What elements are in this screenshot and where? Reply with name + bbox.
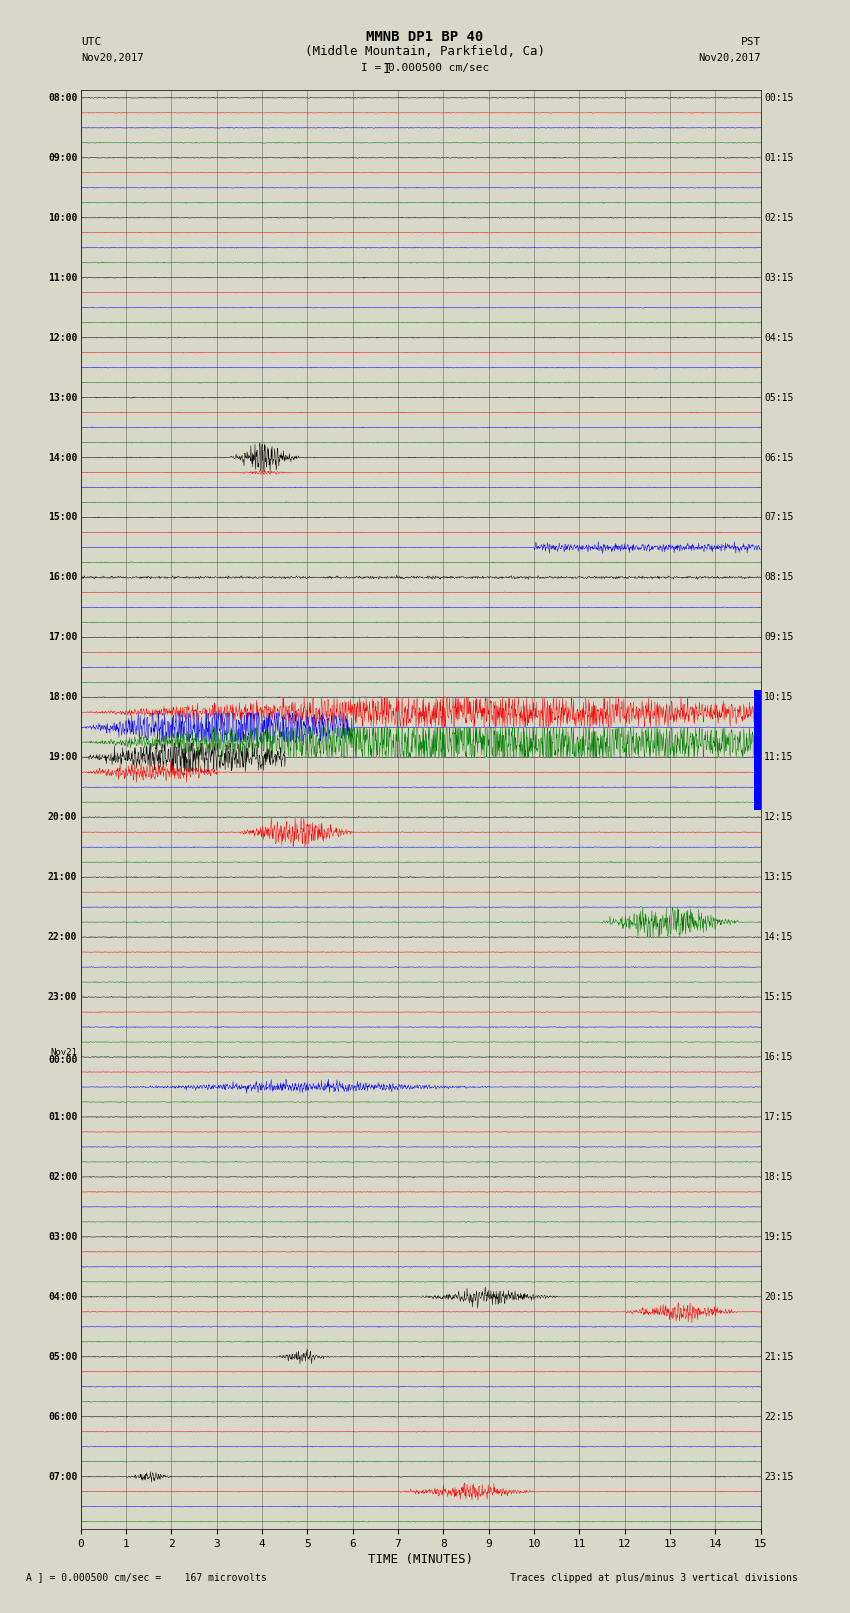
Text: 09:00: 09:00 [48,153,77,163]
Text: 07:00: 07:00 [48,1471,77,1482]
Text: 14:15: 14:15 [764,932,794,942]
Text: 19:00: 19:00 [48,752,77,763]
Text: 06:00: 06:00 [48,1411,77,1421]
Text: 00:15: 00:15 [764,94,794,103]
Text: 15:00: 15:00 [48,513,77,523]
Text: 10:00: 10:00 [48,213,77,223]
Text: MMNB DP1 BP 40: MMNB DP1 BP 40 [366,31,484,44]
Text: 23:15: 23:15 [764,1471,794,1482]
Text: 17:00: 17:00 [48,632,77,642]
Text: Nov20,2017: Nov20,2017 [81,53,144,63]
Text: 01:15: 01:15 [764,153,794,163]
Text: 19:15: 19:15 [764,1232,794,1242]
Text: 14:00: 14:00 [48,453,77,463]
Text: I: I [382,63,391,76]
Text: 23:00: 23:00 [48,992,77,1002]
Text: 13:15: 13:15 [764,873,794,882]
Text: 05:00: 05:00 [48,1352,77,1361]
Text: (Middle Mountain, Parkfield, Ca): (Middle Mountain, Parkfield, Ca) [305,45,545,58]
Text: 11:15: 11:15 [764,752,794,763]
Text: 22:15: 22:15 [764,1411,794,1421]
Text: 18:00: 18:00 [48,692,77,702]
Text: Nov20,2017: Nov20,2017 [698,53,761,63]
Text: 09:15: 09:15 [764,632,794,642]
Text: A ] = 0.000500 cm/sec =    167 microvolts: A ] = 0.000500 cm/sec = 167 microvolts [26,1573,266,1582]
Text: PST: PST [740,37,761,47]
Text: 05:15: 05:15 [764,392,794,403]
Text: 16:00: 16:00 [48,573,77,582]
Text: 04:00: 04:00 [48,1292,77,1302]
Text: 17:15: 17:15 [764,1111,794,1123]
Text: 12:15: 12:15 [764,813,794,823]
Text: 00:00: 00:00 [48,1055,77,1065]
Text: 04:15: 04:15 [764,332,794,342]
Text: 21:15: 21:15 [764,1352,794,1361]
Text: I = 0.000500 cm/sec: I = 0.000500 cm/sec [361,63,489,73]
Text: 11:00: 11:00 [48,273,77,282]
Text: 07:15: 07:15 [764,513,794,523]
Text: 12:00: 12:00 [48,332,77,342]
Text: 10:15: 10:15 [764,692,794,702]
Text: 21:00: 21:00 [48,873,77,882]
X-axis label: TIME (MINUTES): TIME (MINUTES) [368,1553,473,1566]
Text: 03:00: 03:00 [48,1232,77,1242]
Text: 18:15: 18:15 [764,1173,794,1182]
Text: 15:15: 15:15 [764,992,794,1002]
Text: 20:00: 20:00 [48,813,77,823]
Bar [754,690,761,810]
Text: 22:00: 22:00 [48,932,77,942]
Text: Nov21: Nov21 [50,1048,77,1057]
Text: 02:00: 02:00 [48,1173,77,1182]
Text: 16:15: 16:15 [764,1052,794,1061]
Text: 02:15: 02:15 [764,213,794,223]
Text: 08:00: 08:00 [48,94,77,103]
Text: 20:15: 20:15 [764,1292,794,1302]
Text: UTC: UTC [81,37,101,47]
Text: 03:15: 03:15 [764,273,794,282]
Text: 13:00: 13:00 [48,392,77,403]
Text: Traces clipped at plus/minus 3 vertical divisions: Traces clipped at plus/minus 3 vertical … [510,1573,798,1582]
Text: 08:15: 08:15 [764,573,794,582]
Text: 01:00: 01:00 [48,1111,77,1123]
Text: 06:15: 06:15 [764,453,794,463]
